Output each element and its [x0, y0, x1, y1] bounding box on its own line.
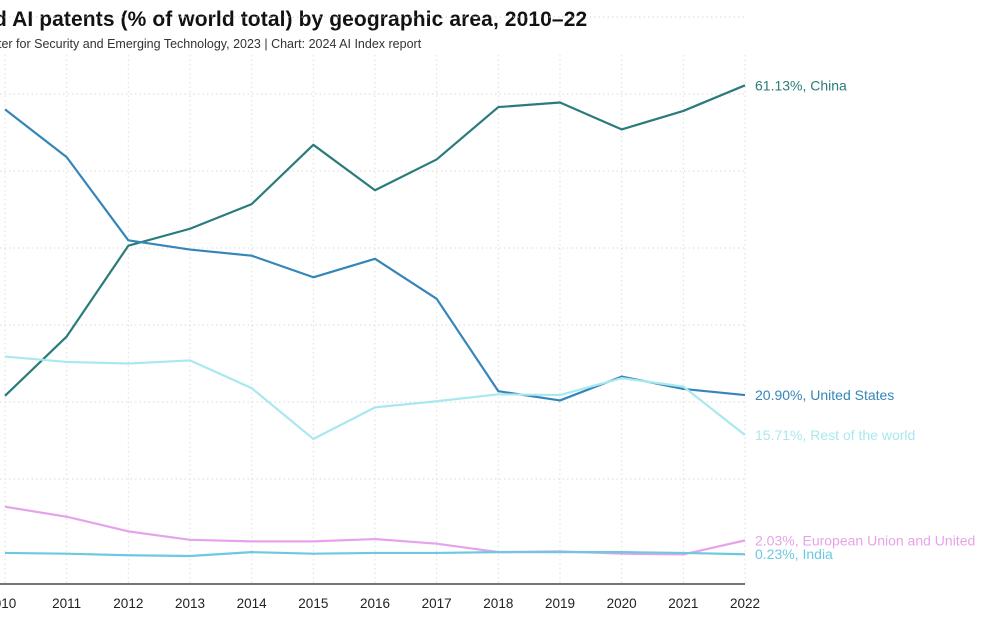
series-line-china: [4, 84, 746, 397]
x-tick-label: 2014: [237, 596, 268, 611]
x-tick-label: 2018: [483, 596, 513, 611]
chart-title: d AI patents (% of world total) by geogr…: [0, 8, 588, 31]
series-line-united-states: [4, 108, 746, 402]
x-tick-label: 2019: [545, 596, 575, 611]
chart-subtitle: ter for Security and Emerging Technology…: [0, 37, 422, 51]
series-labels: 61.13%, China 20.90%, United States 15.71%…: [755, 77, 975, 562]
series-end-label: 61.13%, China: [755, 77, 847, 93]
gridlines: [0, 16, 746, 584]
x-tick-label: 2021: [668, 596, 698, 611]
x-axis: 010 2011 2012 2013 2014 2015 2016 2017 2018 2019 2…: [0, 583, 760, 611]
series-lines: [4, 84, 746, 558]
series-end-label: 15.71%, Rest of the world: [755, 427, 915, 443]
x-tick-label: 2012: [113, 596, 143, 611]
x-tick-label: 2022: [730, 596, 760, 611]
series-end-label: 0.23%, India: [755, 546, 833, 562]
series-line-rest-of-the-world: [4, 355, 746, 441]
series-end-label: 20.90%, United States: [755, 387, 894, 403]
series-line-european-union-and-united-kingdom: [4, 505, 746, 556]
x-tick-label: 2013: [175, 596, 205, 611]
x-tick-label: 2020: [607, 596, 637, 611]
x-tick-label: 2015: [298, 596, 328, 611]
x-tick-label: 2016: [360, 596, 390, 611]
series-end-label: 2.03%, European Union and United: [755, 532, 975, 548]
x-tick-label: 2011: [52, 596, 81, 611]
x-tick-label: 010: [0, 596, 16, 611]
series-line-india: [4, 551, 746, 558]
x-tick-label: 2017: [422, 596, 452, 611]
